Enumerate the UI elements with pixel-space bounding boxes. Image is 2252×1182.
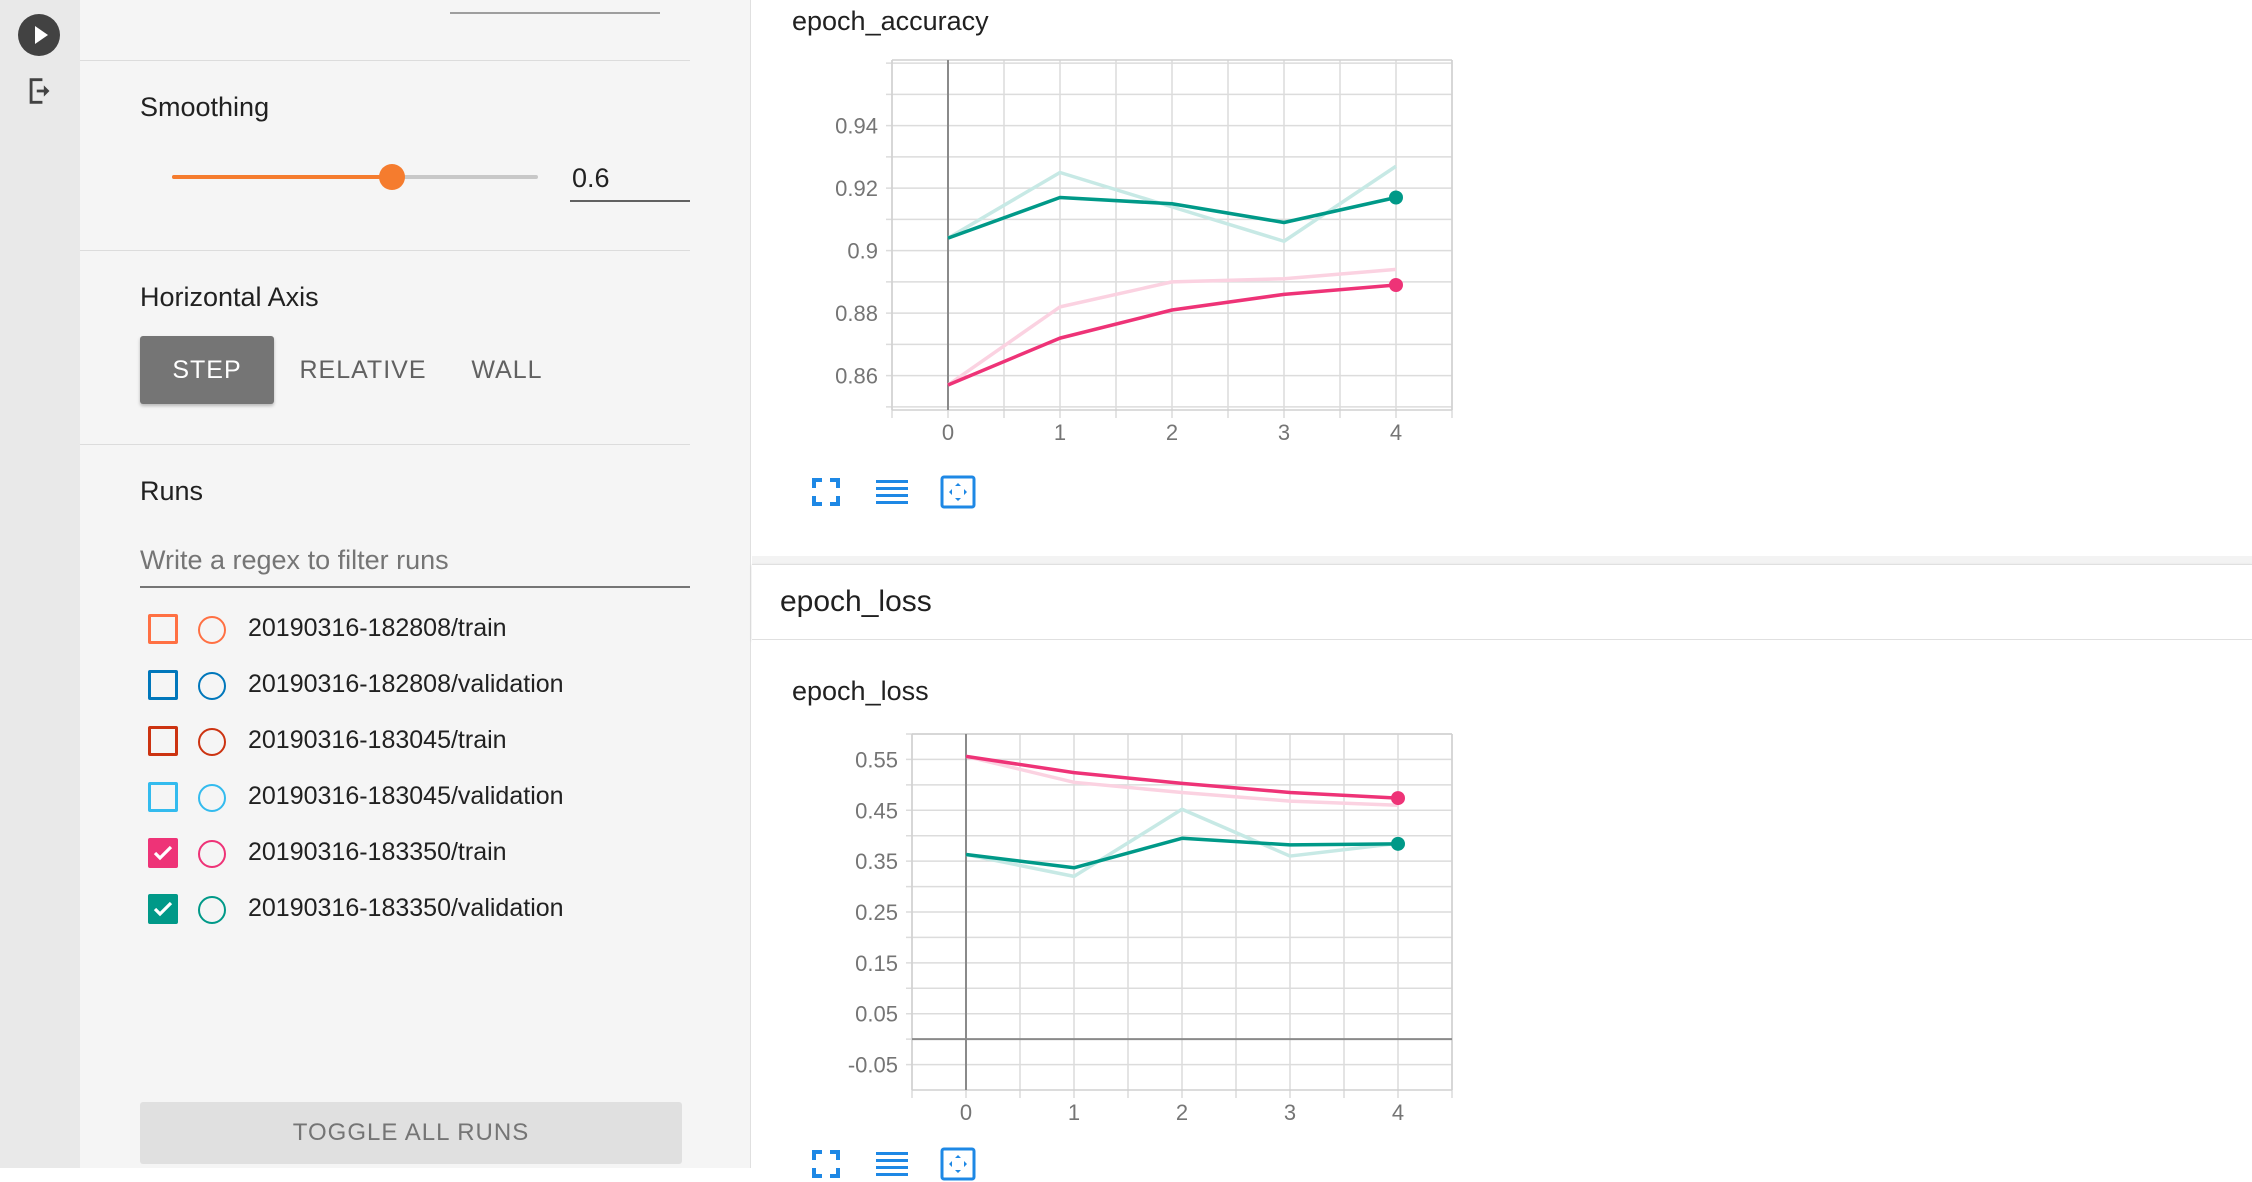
y-tick-label: 0.45 [855, 798, 898, 823]
y-tick-label: 0.25 [855, 900, 898, 925]
main-content: epoch_accuracy 0 1 2 3 4 0.86 0.88 0.9 0.92 0.94 … [752, 0, 2252, 1181]
series-smoothed-line [965, 836, 1399, 870]
series-raw-line [965, 754, 1399, 807]
x-tick-label: 1 [1054, 420, 1066, 445]
smoothing-value-input[interactable]: 0.6 [570, 158, 690, 202]
run-name: 20190316-183350/validation [248, 894, 564, 922]
run-color-circle[interactable] [198, 784, 226, 812]
run-name: 20190316-183045/train [248, 726, 507, 754]
chart-toolbar [808, 474, 976, 510]
y-tick-label: 0.92 [835, 176, 878, 201]
run-color-circle[interactable] [198, 728, 226, 756]
toggle-all-runs-button[interactable]: TOGGLE ALL RUNS [140, 1102, 682, 1164]
log-scale-icon[interactable] [874, 1146, 910, 1182]
series-end-point [1391, 791, 1405, 806]
series-smoothed-line [947, 283, 1397, 387]
run-checkbox[interactable] [148, 838, 178, 868]
section-header-epoch-loss[interactable]: epoch_loss [752, 564, 2252, 640]
y-tick-label: 0.88 [835, 301, 878, 326]
series-end-point [1391, 836, 1405, 851]
top-input-underline [450, 12, 660, 14]
series-raw-line [965, 807, 1399, 879]
fullscreen-icon[interactable] [808, 474, 844, 510]
fit-domain-icon[interactable] [940, 474, 976, 510]
x-tick-label: 4 [1390, 420, 1402, 445]
run-checkbox[interactable] [148, 670, 178, 700]
accuracy-chart[interactable]: 0 1 2 3 4 0.86 0.88 0.9 0.92 0.94 [752, 0, 1492, 470]
divider [80, 250, 690, 251]
x-tick-label: 0 [942, 420, 954, 445]
series-raw-line [946, 267, 1397, 387]
y-tick-label: 0.35 [855, 849, 898, 874]
section-gap [752, 556, 2252, 564]
run-color-circle[interactable] [198, 672, 226, 700]
y-tick-label: 0.86 [835, 364, 878, 389]
run-checkbox[interactable] [148, 894, 178, 924]
smoothing-slider-fill [172, 175, 392, 179]
settings-sidebar: Smoothing 0.6 Horizontal Axis STEP RELAT… [80, 0, 751, 1168]
run-color-circle[interactable] [198, 896, 226, 924]
y-tick-label: 0.15 [855, 951, 898, 976]
x-tick-label: 1 [1068, 1100, 1080, 1120]
fit-domain-icon[interactable] [940, 1146, 976, 1182]
series-smoothed-line [965, 754, 1399, 800]
x-tick-label: 2 [1166, 420, 1178, 445]
log-scale-icon[interactable] [874, 474, 910, 510]
divider [80, 444, 690, 445]
fullscreen-icon[interactable] [808, 1146, 844, 1182]
axis-relative-button[interactable]: RELATIVE [299, 356, 427, 384]
series-raw-line [947, 164, 1397, 243]
run-name: 20190316-182808/validation [248, 670, 564, 698]
loss-chart[interactable]: 0 1 2 3 4 0.55 0.45 0.35 0.25 0.15 0.05 -0.05 [752, 640, 1492, 1120]
chart-card-accuracy: epoch_accuracy 0 1 2 3 4 0.86 0.88 0.9 0.92 0.94 [752, 0, 2252, 556]
play-icon[interactable] [18, 14, 60, 56]
series-end-point [1389, 190, 1403, 205]
y-tick-label: -0.05 [848, 1053, 898, 1078]
series-end-point [1389, 278, 1403, 292]
y-tick-label: 0.9 [847, 239, 878, 264]
x-tick-label: 0 [960, 1100, 972, 1120]
chart-title: epoch_loss [792, 676, 929, 706]
check-icon [153, 845, 173, 861]
run-name: 20190316-182808/train [248, 614, 507, 642]
axis-wall-button[interactable]: WALL [471, 356, 543, 384]
x-tick-label: 4 [1392, 1100, 1404, 1120]
y-tick-label: 0.55 [855, 747, 898, 772]
smoothing-slider-thumb[interactable] [378, 164, 405, 190]
smoothing-label: Smoothing [140, 92, 270, 122]
chart-card-loss: epoch_loss 0 1 2 3 4 0.55 0.45 0.35 0.25 0.15 0.05… [752, 640, 2252, 1181]
chart-title: epoch_accuracy [792, 6, 989, 36]
series-smoothed-line [947, 195, 1397, 240]
x-tick-label: 3 [1278, 420, 1290, 445]
axis-step-button[interactable]: STEP [140, 336, 274, 404]
y-tick-label: 0.05 [855, 1002, 898, 1027]
left-rail [0, 0, 81, 1168]
check-icon [153, 901, 173, 917]
x-tick-label: 2 [1176, 1100, 1188, 1120]
run-name: 20190316-183350/train [248, 838, 507, 866]
run-name: 20190316-183045/validation [248, 782, 564, 810]
divider [80, 60, 690, 61]
horizontal-axis-label: Horizontal Axis [140, 282, 319, 312]
x-tick-label: 3 [1284, 1100, 1296, 1120]
run-filter-input[interactable] [140, 534, 690, 588]
run-color-circle[interactable] [198, 840, 226, 868]
run-checkbox[interactable] [148, 726, 178, 756]
y-tick-label: 0.94 [835, 114, 878, 139]
run-checkbox[interactable] [148, 614, 178, 644]
run-color-circle[interactable] [198, 616, 226, 644]
exit-icon[interactable] [24, 74, 58, 108]
section-title: epoch_loss [780, 585, 932, 618]
runs-label: Runs [140, 476, 204, 506]
run-checkbox[interactable] [148, 782, 178, 812]
chart-toolbar [808, 1146, 976, 1182]
